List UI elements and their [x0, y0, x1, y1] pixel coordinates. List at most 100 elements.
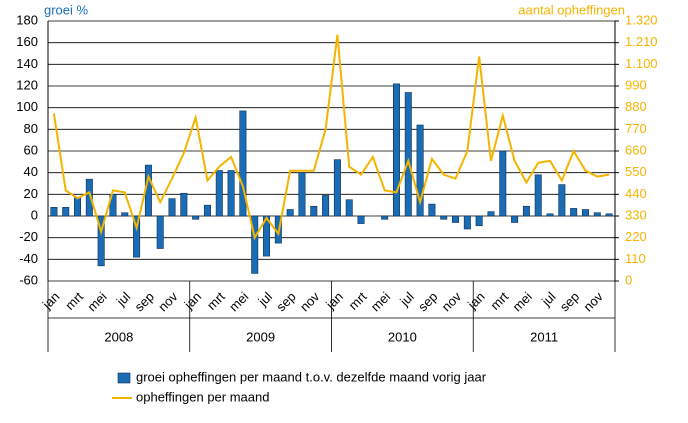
- bar: [605, 213, 613, 217]
- bar: [263, 215, 271, 257]
- bar: [333, 159, 341, 217]
- y2-tick-label: 990: [625, 77, 647, 92]
- bar: [416, 124, 424, 217]
- legend-label: opheffingen per maand: [136, 389, 269, 404]
- bar: [499, 150, 507, 217]
- y-tick-label: 60: [24, 142, 38, 157]
- x-tick-label: nov: [297, 289, 323, 315]
- y-tick-label: -60: [19, 272, 38, 287]
- bar: [381, 215, 389, 220]
- y2-tick-label: 1.210: [625, 34, 658, 49]
- x-tick-label: mei: [84, 289, 109, 314]
- y-tick-label: 100: [16, 99, 38, 114]
- bar: [310, 205, 318, 217]
- y2-tick-label: 660: [625, 142, 647, 157]
- x-tick-label: mrt: [346, 289, 370, 313]
- x-tick-label: sep: [557, 289, 582, 314]
- y-tick-label: 40: [24, 164, 38, 179]
- y-tick-label: 0: [31, 207, 38, 222]
- bar: [168, 198, 176, 217]
- bar: [558, 184, 566, 217]
- bar: [428, 203, 436, 217]
- x-tick-label: mrt: [62, 289, 86, 313]
- bar: [298, 172, 306, 217]
- y-tick-label: 160: [16, 34, 38, 49]
- year-label: 2010: [388, 329, 417, 344]
- y2-tick-label: 110: [625, 251, 646, 266]
- y2-tick-label: 330: [625, 207, 647, 222]
- x-tick-label: jul: [538, 289, 559, 310]
- bar: [511, 215, 519, 223]
- bar: [392, 83, 400, 217]
- y-tick-label: 20: [24, 186, 38, 201]
- y-tick-label: 80: [24, 121, 38, 136]
- x-tick-label: jan: [181, 289, 205, 313]
- y-tick-label: -20: [19, 229, 38, 244]
- x-tick-label: mrt: [204, 289, 228, 313]
- bar: [322, 195, 330, 217]
- bar: [251, 215, 259, 274]
- bar: [121, 212, 129, 217]
- x-tick-label: jan: [464, 289, 488, 313]
- bar: [487, 211, 495, 217]
- y-axis-label: groei %: [44, 2, 89, 17]
- y-tick-label: 180: [16, 12, 38, 27]
- x-tick-label: jul: [255, 289, 276, 310]
- year-label: 2011: [530, 329, 558, 344]
- x-tick-label: nov: [580, 289, 606, 315]
- bar: [593, 212, 601, 217]
- bar: [404, 92, 412, 217]
- bar: [85, 178, 93, 217]
- y2-tick-label: 220: [625, 229, 647, 244]
- y-tick-label: 120: [16, 77, 38, 92]
- x-tick-label: jul: [113, 289, 134, 310]
- y2-tick-label: 770: [625, 121, 647, 136]
- bar: [522, 205, 530, 217]
- line: [52, 34, 610, 241]
- bar: [133, 215, 141, 258]
- y2-tick-label: 1.320: [625, 12, 658, 27]
- x-tick-label: mei: [368, 289, 393, 314]
- bar: [215, 170, 223, 217]
- bar: [180, 192, 188, 217]
- x-tick-label: mei: [226, 289, 251, 314]
- bar: [156, 215, 164, 249]
- bar: [463, 215, 471, 230]
- x-tick-label: mei: [510, 289, 535, 314]
- x-tick-label: jan: [39, 289, 63, 313]
- year-label: 2008: [104, 329, 133, 344]
- x-tick-label: sep: [415, 289, 440, 314]
- bar: [581, 209, 589, 217]
- y2-tick-label: 1.100: [625, 56, 658, 71]
- x-tick-label: jan: [322, 289, 346, 313]
- y2-tick-label: 880: [625, 99, 647, 114]
- bar: [192, 215, 200, 220]
- bar: [50, 207, 58, 217]
- bar: [357, 215, 365, 224]
- bar: [570, 208, 578, 217]
- bar: [97, 215, 105, 267]
- legend-swatch: [117, 372, 131, 384]
- bar: [475, 215, 483, 227]
- bar: [534, 174, 542, 217]
- year-label: 2009: [246, 329, 275, 344]
- x-tick-label: mrt: [487, 289, 511, 313]
- y-tick-label: 140: [16, 56, 38, 71]
- y2-tick-label: 440: [625, 186, 647, 201]
- x-tick-label: jul: [396, 289, 417, 310]
- bar: [227, 170, 235, 217]
- bar: [203, 204, 211, 217]
- bar: [239, 110, 247, 217]
- bar: [74, 197, 82, 217]
- bar: [452, 215, 460, 223]
- legend-label: groei opheffingen per maand t.o.v. dezel…: [136, 369, 487, 384]
- y-tick-label: -40: [19, 251, 38, 266]
- bar: [440, 215, 448, 220]
- bar: [62, 207, 70, 217]
- x-tick-label: nov: [439, 289, 465, 315]
- x-tick-label: sep: [132, 289, 157, 314]
- y2-tick-label: 0: [625, 272, 632, 287]
- y2-axis-label: aantal opheffingen: [518, 2, 625, 17]
- bar: [546, 213, 554, 217]
